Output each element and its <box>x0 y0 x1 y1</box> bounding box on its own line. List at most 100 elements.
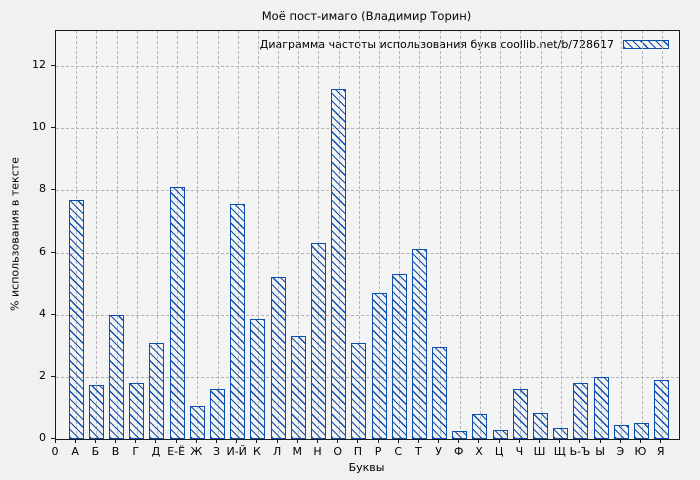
bar <box>613 425 629 439</box>
gridline-vertical <box>419 31 421 439</box>
x-tick-mark <box>115 439 117 443</box>
x-tick-mark <box>539 439 541 443</box>
y-tick-label: 0 <box>39 431 46 444</box>
x-tick-label: М <box>292 445 303 458</box>
bar <box>290 336 306 439</box>
x-tick-label: У <box>435 445 442 458</box>
y-tick-label: 10 <box>32 120 46 134</box>
bar <box>68 199 84 439</box>
gridline-vertical <box>500 31 502 439</box>
x-tick-mark <box>195 439 197 443</box>
x-tick-mark <box>417 439 419 443</box>
gridline-horizontal <box>56 252 679 254</box>
x-tick-label: Я <box>656 445 665 458</box>
gridline-vertical <box>601 31 603 439</box>
x-tick-label: В <box>111 445 120 458</box>
x-tick-mark <box>54 439 56 443</box>
x-tick-label: Г <box>132 445 140 458</box>
x-tick-label: Э <box>616 445 625 458</box>
x-tick-mark <box>216 439 218 443</box>
bar <box>533 412 549 439</box>
x-tick-mark <box>619 439 621 443</box>
gridline-vertical <box>459 31 461 439</box>
bar <box>210 389 226 439</box>
gridline-vertical <box>217 31 219 439</box>
x-tick-mark <box>316 439 318 443</box>
gridline-vertical <box>358 31 360 439</box>
x-tick-mark <box>599 439 601 443</box>
gridline-vertical <box>379 31 381 439</box>
bar <box>512 389 528 439</box>
gridline-vertical <box>560 31 562 439</box>
bar <box>109 314 125 439</box>
x-tick-label: Е-Ё <box>167 445 186 458</box>
bar <box>230 204 246 439</box>
legend-swatch hatched-bar-icon <box>623 40 669 49</box>
bar <box>169 187 185 439</box>
bar <box>129 383 145 439</box>
y-tick-mark <box>51 127 55 129</box>
x-tick-label: Ч <box>515 445 524 458</box>
x-tick-mark <box>498 439 500 443</box>
y-tick-mark <box>51 375 55 377</box>
gridline-vertical <box>479 31 481 439</box>
gridline-vertical <box>439 31 441 439</box>
x-tick-mark <box>438 439 440 443</box>
gridline-vertical <box>661 31 663 439</box>
y-tick-label: 4 <box>39 306 46 320</box>
x-tick-label: Т <box>415 445 422 458</box>
bar <box>351 342 367 439</box>
x-tick-mark <box>357 439 359 443</box>
x-axis-label: Буквы <box>348 461 385 474</box>
x-tick-label: Б <box>91 445 100 458</box>
x-tick-mark <box>377 439 379 443</box>
bar <box>88 384 104 439</box>
x-tick-label: Х <box>475 445 483 458</box>
legend: Диаграмма частоты использования букв coo… <box>260 38 669 51</box>
x-tick-mark <box>518 439 520 443</box>
x-tick-mark <box>640 439 641 443</box>
bar <box>472 414 488 439</box>
x-tick-mark <box>94 439 96 443</box>
x-tick-mark <box>458 439 460 443</box>
x-tick-mark <box>660 439 662 443</box>
x-tick-label: Д <box>151 445 161 458</box>
y-tick-label: 8 <box>39 182 46 196</box>
x-tick-mark <box>296 439 298 443</box>
x-tick-label: Ж <box>190 445 203 458</box>
x-tick-label: С <box>394 445 403 458</box>
bar <box>411 249 427 439</box>
x-tick-label: Щ <box>553 445 566 458</box>
chart-title: Моё пост-имаго (Владимир Торин) <box>261 9 472 23</box>
x-tick-mark <box>236 439 238 443</box>
bar <box>593 376 609 439</box>
x-tick-label: Л <box>272 445 282 458</box>
gridline-vertical <box>298 31 300 439</box>
x-tick-mark <box>579 439 581 443</box>
x-tick-mark <box>256 439 258 443</box>
bar <box>250 319 266 439</box>
x-tick-label: 0 <box>51 445 59 458</box>
bar <box>573 383 589 439</box>
x-tick-mark <box>155 439 157 443</box>
bar <box>149 342 165 439</box>
x-tick-mark <box>559 439 561 443</box>
y-axis-label: % использования в тексте <box>8 157 22 311</box>
gridline-horizontal <box>56 314 679 316</box>
bar <box>270 277 286 439</box>
x-tick-label: Р <box>374 445 382 458</box>
gridline-horizontal <box>56 128 679 130</box>
y-tick-label: 12 <box>32 58 46 72</box>
x-tick-mark <box>478 439 480 443</box>
y-tick-mark <box>51 189 55 191</box>
x-tick-mark <box>74 439 76 443</box>
gridline-vertical <box>278 31 280 439</box>
bar <box>432 347 448 439</box>
x-tick-label: Ю <box>634 445 647 458</box>
gridline-vertical <box>257 31 259 439</box>
x-tick-mark <box>397 439 399 443</box>
bar <box>310 243 326 439</box>
plot-area: Диаграмма частоты использования букв coo… <box>55 30 680 440</box>
x-tick-mark <box>337 439 339 443</box>
